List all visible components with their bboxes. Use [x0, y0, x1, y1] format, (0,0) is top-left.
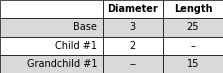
Text: 2: 2: [130, 41, 136, 51]
Bar: [103, 36, 163, 55]
Bar: [0, 0, 103, 18]
Text: Child #1: Child #1: [55, 41, 97, 51]
Bar: [103, 55, 163, 73]
Bar: [0, 36, 103, 55]
Bar: [163, 18, 223, 36]
Text: 25: 25: [187, 22, 199, 32]
Bar: [163, 0, 223, 18]
Bar: [0, 55, 103, 73]
Text: Base: Base: [73, 22, 97, 32]
Bar: [103, 0, 163, 18]
Text: –: –: [190, 41, 195, 51]
Text: Diameter: Diameter: [107, 4, 158, 14]
Text: Grandchild #1: Grandchild #1: [27, 59, 97, 69]
Bar: [0, 18, 103, 36]
Text: 15: 15: [187, 59, 199, 69]
Bar: [163, 55, 223, 73]
Bar: [103, 18, 163, 36]
Text: Length: Length: [174, 4, 212, 14]
Bar: [163, 36, 223, 55]
Text: 3: 3: [130, 22, 136, 32]
Text: --: --: [129, 59, 136, 69]
